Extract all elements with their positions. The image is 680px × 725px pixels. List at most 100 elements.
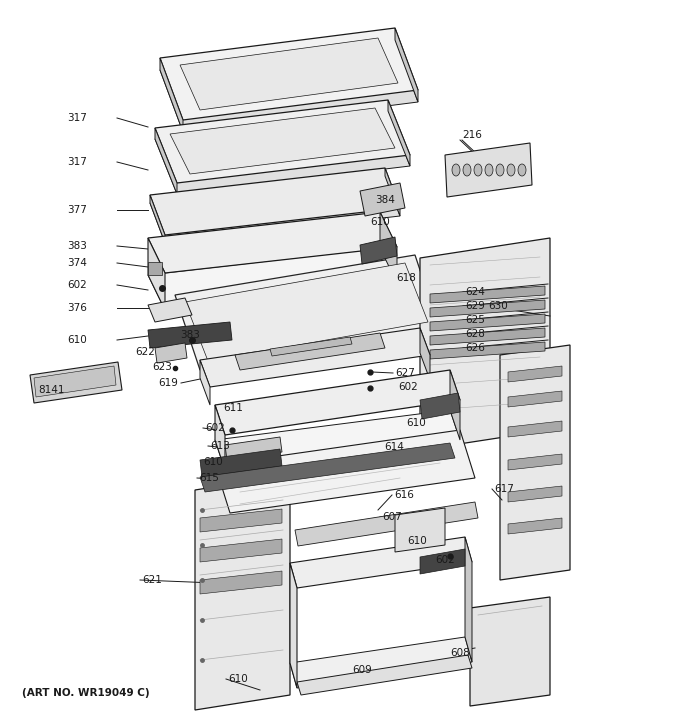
Text: 610: 610 (370, 217, 390, 227)
Text: 616: 616 (394, 490, 414, 500)
Polygon shape (297, 655, 472, 695)
Text: 383: 383 (67, 241, 87, 251)
Polygon shape (215, 405, 225, 470)
Polygon shape (508, 486, 562, 502)
Text: 610: 610 (67, 335, 87, 345)
Polygon shape (148, 298, 192, 322)
Polygon shape (148, 238, 165, 310)
Polygon shape (388, 100, 410, 166)
Polygon shape (470, 597, 550, 706)
Polygon shape (290, 563, 297, 688)
Polygon shape (148, 322, 232, 348)
Polygon shape (395, 508, 445, 552)
Polygon shape (34, 366, 116, 397)
Polygon shape (200, 449, 282, 477)
Polygon shape (360, 237, 397, 264)
Polygon shape (380, 212, 397, 283)
Text: 608: 608 (450, 648, 470, 658)
Polygon shape (148, 262, 162, 275)
Text: 609: 609 (352, 665, 372, 675)
Text: 621: 621 (142, 575, 162, 585)
Text: 610: 610 (407, 536, 427, 546)
Polygon shape (215, 370, 460, 435)
Polygon shape (420, 238, 550, 450)
Text: 630: 630 (488, 301, 508, 311)
Polygon shape (200, 360, 210, 405)
Polygon shape (155, 111, 410, 194)
Text: 216: 216 (462, 130, 482, 140)
Polygon shape (215, 410, 460, 470)
Text: 618: 618 (396, 273, 416, 283)
Polygon shape (430, 328, 545, 345)
Polygon shape (215, 430, 475, 513)
Polygon shape (508, 421, 562, 437)
Polygon shape (200, 443, 455, 492)
Polygon shape (235, 333, 385, 370)
Text: 619: 619 (158, 378, 178, 388)
Polygon shape (445, 143, 532, 197)
Text: 317: 317 (67, 113, 87, 123)
Text: 377: 377 (67, 205, 87, 215)
Polygon shape (430, 286, 545, 303)
Polygon shape (500, 345, 570, 580)
Polygon shape (148, 248, 397, 310)
Polygon shape (200, 509, 282, 532)
Polygon shape (160, 40, 418, 132)
Polygon shape (180, 38, 398, 110)
Text: 627: 627 (395, 368, 415, 378)
Text: 624: 624 (465, 287, 485, 297)
Polygon shape (148, 212, 397, 273)
Polygon shape (430, 300, 545, 317)
Polygon shape (295, 502, 478, 546)
Polygon shape (160, 28, 418, 120)
Polygon shape (200, 539, 282, 562)
Ellipse shape (474, 164, 482, 176)
Ellipse shape (463, 164, 471, 176)
Text: 602: 602 (435, 555, 455, 565)
Polygon shape (395, 28, 418, 102)
Polygon shape (508, 391, 562, 407)
Text: 602: 602 (398, 382, 418, 392)
Text: 607: 607 (382, 512, 402, 522)
Text: 383: 383 (180, 330, 200, 340)
Text: 623: 623 (152, 362, 172, 372)
Polygon shape (420, 328, 430, 380)
Polygon shape (225, 437, 282, 460)
Polygon shape (175, 255, 440, 370)
Text: 614: 614 (384, 442, 404, 452)
Polygon shape (508, 366, 562, 382)
Text: (ART NO. WR19049 C): (ART NO. WR19049 C) (22, 688, 150, 698)
Polygon shape (200, 328, 430, 387)
Polygon shape (150, 195, 165, 243)
Polygon shape (170, 108, 395, 174)
Polygon shape (508, 454, 562, 470)
Text: 613: 613 (210, 441, 230, 451)
Polygon shape (150, 176, 400, 243)
Polygon shape (155, 128, 177, 194)
Text: 602: 602 (205, 423, 225, 433)
Text: 629: 629 (465, 301, 485, 311)
Polygon shape (200, 571, 282, 594)
Text: 626: 626 (465, 343, 485, 353)
Text: 602: 602 (67, 280, 87, 290)
Text: 615: 615 (199, 473, 219, 483)
Polygon shape (290, 537, 472, 588)
Polygon shape (465, 537, 472, 662)
Polygon shape (155, 343, 187, 363)
Text: 8141: 8141 (39, 385, 65, 395)
Polygon shape (270, 337, 352, 356)
Text: 610: 610 (406, 418, 426, 428)
Text: 610: 610 (203, 457, 223, 467)
Text: 376: 376 (67, 303, 87, 313)
Polygon shape (290, 637, 472, 688)
Polygon shape (430, 314, 545, 331)
Polygon shape (420, 549, 465, 574)
Text: 625: 625 (465, 315, 485, 325)
Text: 617: 617 (494, 484, 514, 494)
Text: 384: 384 (375, 195, 395, 205)
Polygon shape (185, 263, 428, 361)
Polygon shape (160, 58, 183, 132)
Ellipse shape (452, 164, 460, 176)
Ellipse shape (507, 164, 515, 176)
Text: 610: 610 (228, 674, 248, 684)
